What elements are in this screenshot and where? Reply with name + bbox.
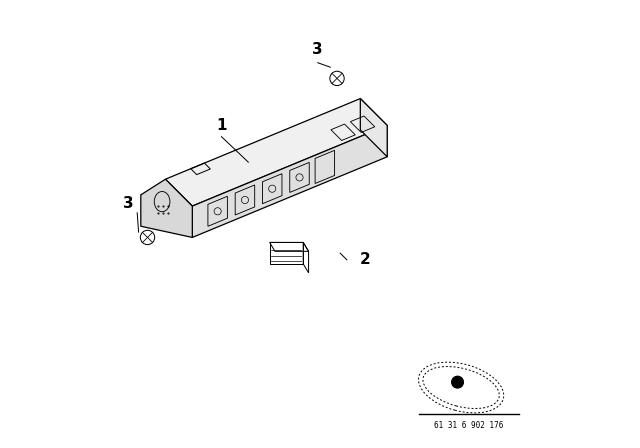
Text: 1: 1 — [216, 118, 227, 133]
Text: 2: 2 — [360, 252, 370, 267]
Polygon shape — [165, 99, 387, 206]
Polygon shape — [192, 125, 387, 237]
Text: 61 31 6 902 176: 61 31 6 902 176 — [435, 421, 504, 430]
Polygon shape — [141, 179, 192, 237]
Circle shape — [452, 376, 463, 388]
Text: 3: 3 — [123, 196, 134, 211]
Text: 3: 3 — [312, 42, 323, 57]
Polygon shape — [360, 99, 387, 157]
